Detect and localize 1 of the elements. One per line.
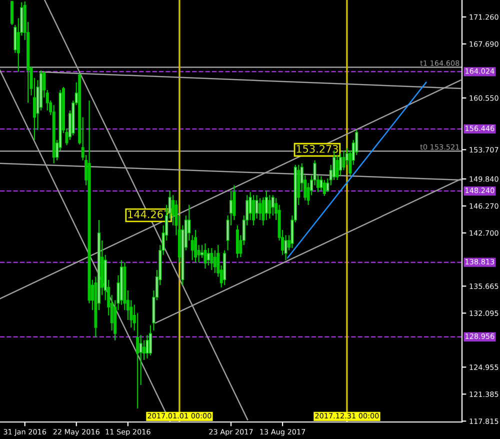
annotation: 153.273 (296, 144, 338, 153)
